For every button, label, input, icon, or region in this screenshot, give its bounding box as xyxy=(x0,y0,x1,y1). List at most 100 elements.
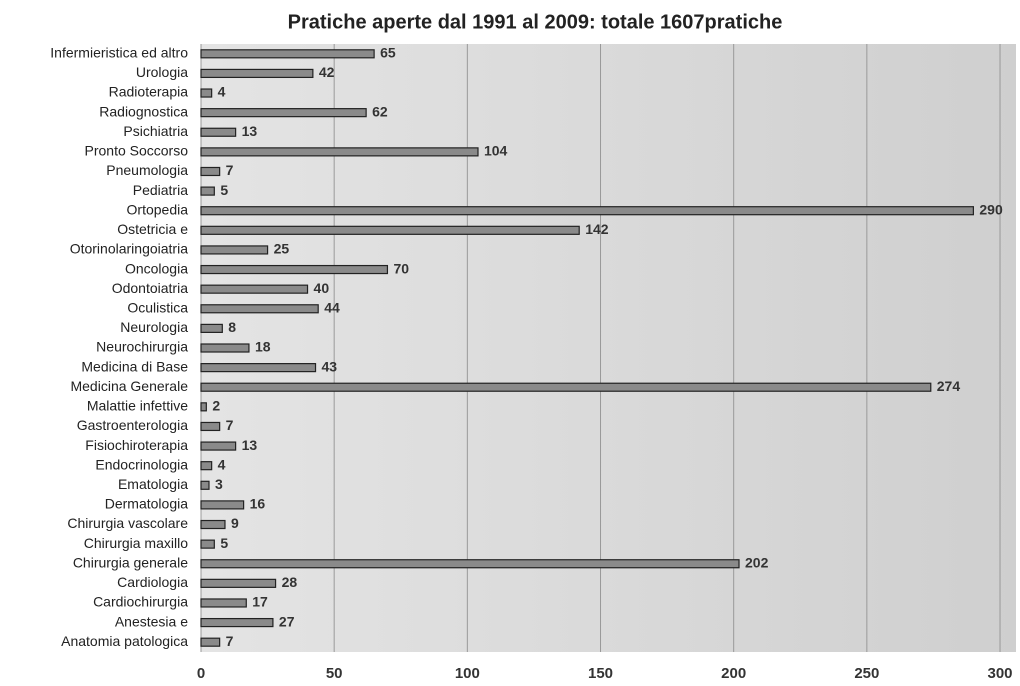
y-tick-label: Urologia xyxy=(136,64,188,80)
bar xyxy=(200,127,237,137)
x-tick-label: 200 xyxy=(721,665,746,682)
x-tick-label: 50 xyxy=(326,665,343,682)
bar xyxy=(200,186,215,196)
bar xyxy=(200,323,223,333)
bar xyxy=(200,88,213,98)
chart-title: Pratiche aperte dal 1991 al 2009: totale… xyxy=(288,11,783,33)
value-label: 202 xyxy=(745,554,769,570)
x-tick-label: 300 xyxy=(988,665,1013,682)
value-label: 62 xyxy=(372,103,388,119)
value-label: 25 xyxy=(274,241,290,257)
x-tick-label: 250 xyxy=(854,665,879,682)
y-tick-label: Anestesia e xyxy=(115,613,188,629)
bar xyxy=(200,637,221,647)
value-label: 5 xyxy=(220,182,228,198)
y-tick-label: Gastroenterologia xyxy=(77,417,189,433)
value-label: 5 xyxy=(220,535,228,551)
value-label: 13 xyxy=(242,437,258,453)
y-tick-label: Neurochirurgia xyxy=(96,339,188,355)
y-tick-label: Ostetricia e xyxy=(117,221,188,237)
value-label: 2 xyxy=(212,398,220,414)
y-tick-label: Pronto Soccorso xyxy=(85,143,189,159)
x-tick-label: 0 xyxy=(197,665,205,682)
y-tick-label: Anatomia patologica xyxy=(61,633,188,649)
bar xyxy=(200,578,277,588)
y-tick-label: Radioterapia xyxy=(109,84,189,100)
y-tick-label: Oncologia xyxy=(125,260,188,276)
value-label: 7 xyxy=(226,162,234,178)
value-label: 27 xyxy=(279,613,295,629)
y-tick-label: Fisiochiroterapia xyxy=(85,437,188,453)
value-label: 70 xyxy=(393,260,409,276)
bar xyxy=(200,245,269,255)
bar xyxy=(200,108,367,118)
value-label: 4 xyxy=(218,456,226,472)
y-tick-label: Ortopedia xyxy=(127,201,189,217)
value-label: 7 xyxy=(226,417,234,433)
x-tick-label: 100 xyxy=(455,665,480,682)
y-tick-label: Chirurgia generale xyxy=(73,554,188,570)
y-tick-label: Neurologia xyxy=(120,319,188,335)
bar xyxy=(200,539,215,549)
y-tick-label: Otorinolaringoiatria xyxy=(70,241,188,257)
value-label: 7 xyxy=(226,633,234,649)
value-label: 28 xyxy=(282,574,298,590)
bar xyxy=(200,402,207,412)
value-label: 290 xyxy=(979,201,1003,217)
value-label: 142 xyxy=(585,221,609,237)
bar xyxy=(200,284,309,294)
value-label: 42 xyxy=(319,64,335,80)
value-label: 4 xyxy=(218,84,226,100)
y-tick-label: Infermieristica ed altro xyxy=(50,45,188,61)
value-label: 40 xyxy=(314,280,330,296)
bar xyxy=(200,519,226,530)
bar xyxy=(200,304,319,314)
y-tick-label: Dermatologia xyxy=(105,496,188,512)
bar xyxy=(200,441,237,451)
bar xyxy=(200,225,580,235)
value-label: 44 xyxy=(324,299,340,315)
y-tick-label: Pneumologia xyxy=(106,162,188,178)
y-tick-label: Chirurgia vascolare xyxy=(67,515,188,531)
value-label: 13 xyxy=(242,123,258,139)
y-tick-label: Malattie infettive xyxy=(87,398,188,414)
y-tick-label: Radiognostica xyxy=(99,103,188,119)
value-label: 18 xyxy=(255,339,271,355)
y-tick-label: Cardiologia xyxy=(117,574,188,590)
value-label: 65 xyxy=(380,45,396,61)
x-tick-label: 150 xyxy=(588,665,613,682)
bar xyxy=(200,617,274,628)
bar xyxy=(200,147,479,157)
y-tick-label: Pediatria xyxy=(133,182,188,198)
bar xyxy=(200,343,250,353)
bar xyxy=(200,461,213,471)
value-label: 8 xyxy=(228,319,236,335)
y-tick-label: Odontoiatria xyxy=(112,280,188,296)
bar xyxy=(200,598,247,608)
plot-area xyxy=(201,44,1016,652)
bar xyxy=(200,480,210,490)
bar xyxy=(200,49,375,59)
y-tick-label: Oculistica xyxy=(127,299,188,315)
y-tick-label: Chirurgia maxillo xyxy=(84,535,188,551)
y-tick-label: Medicina di Base xyxy=(81,358,188,374)
value-label: 9 xyxy=(231,515,239,531)
bar xyxy=(200,559,740,569)
bar xyxy=(200,68,314,79)
value-label: 274 xyxy=(937,378,961,394)
bar xyxy=(200,382,932,392)
y-tick-label: Psichiatria xyxy=(123,123,188,139)
value-label: 43 xyxy=(322,358,338,374)
bar xyxy=(200,363,317,373)
value-label: 104 xyxy=(484,143,508,159)
y-tick-label: Cardiochirurgia xyxy=(93,594,188,610)
y-tick-label: Ematologia xyxy=(118,476,188,492)
y-tick-label: Endocrinologia xyxy=(95,456,188,472)
bar xyxy=(200,500,245,510)
bar xyxy=(200,206,974,216)
bar xyxy=(200,166,221,177)
bar xyxy=(200,421,221,432)
value-label: 3 xyxy=(215,476,223,492)
value-label: 17 xyxy=(252,594,268,610)
